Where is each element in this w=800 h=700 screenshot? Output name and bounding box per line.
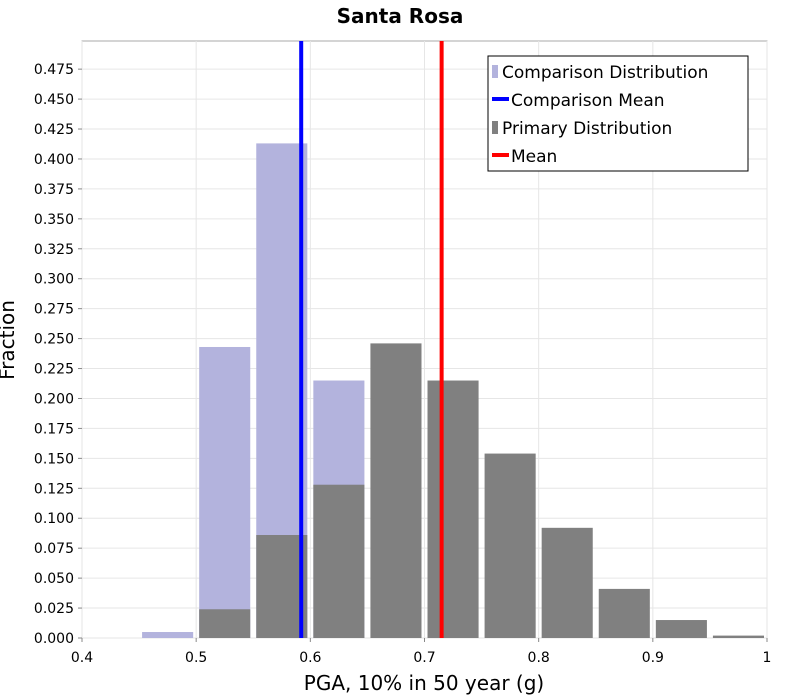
x-tick-label: 0.5 (185, 650, 207, 666)
x-tick-label: 0.9 (642, 650, 664, 666)
primary-bar (256, 535, 308, 638)
legend-swatch-primary-distribution (492, 121, 498, 134)
legend-label-comparison-distribution: Comparison Distribution (502, 63, 708, 83)
y-axis-ticks: 0.000 0.025 0.050 0.075 0.100 0.125 0.150 0.175… (34, 62, 82, 647)
primary-bar (313, 484, 365, 638)
x-tick-label: 0.6 (299, 650, 321, 666)
legend-swatch-comparison-mean (492, 97, 509, 101)
y-tick-label: 0.100 (34, 511, 74, 527)
legend-swatch-mean (492, 153, 509, 157)
legend-box (487, 55, 749, 172)
y-tick-label: 0.150 (34, 451, 74, 467)
y-tick-label: 0.300 (34, 272, 74, 288)
y-axis-label: Fraction (0, 300, 19, 380)
x-axis-ticks: 0.4 0.5 0.6 0.7 0.8 0.9 1 (71, 638, 772, 666)
y-tick-label: 0.375 (34, 182, 74, 198)
y-tick-label: 0.025 (34, 601, 74, 617)
y-tick-label: 0.400 (34, 152, 74, 168)
y-tick-label: 0.050 (34, 571, 74, 587)
y-tick-label: 0.325 (34, 242, 74, 258)
chart-title: Santa Rosa (337, 4, 464, 28)
primary-bars (199, 343, 764, 638)
x-tick-label: 0.7 (413, 650, 435, 666)
legend-swatch-comparison-distribution (492, 65, 498, 78)
primary-bar (484, 453, 536, 638)
y-tick-label: 0.200 (34, 391, 74, 407)
y-tick-label: 0.475 (34, 62, 74, 78)
mean-lines (299, 41, 444, 638)
legend-label-mean: Mean (511, 147, 557, 167)
primary-bar (541, 527, 593, 638)
y-tick-label: 0.000 (34, 631, 74, 647)
x-axis-label: PGA, 10% in 50 year (g) (304, 671, 544, 695)
comparison-bar (199, 346, 251, 638)
y-tick-label: 0.075 (34, 541, 74, 557)
primary-bar (598, 588, 650, 638)
primary-bar (655, 620, 707, 638)
primary-bar (370, 343, 422, 638)
primary-bar (199, 609, 251, 638)
x-tick-label: 1 (763, 650, 772, 666)
legend-label-primary-distribution: Primary Distribution (502, 119, 672, 139)
legend: Comparison Distribution Comparison Mean … (487, 55, 749, 172)
y-tick-label: 0.175 (34, 421, 74, 437)
primary-bar (427, 380, 479, 638)
y-tick-label: 0.225 (34, 362, 74, 378)
y-tick-label: 0.425 (34, 122, 74, 138)
y-tick-label: 0.250 (34, 332, 74, 348)
y-tick-label: 0.125 (34, 481, 74, 497)
legend-label-comparison-mean: Comparison Mean (511, 91, 665, 111)
y-tick-label: 0.450 (34, 92, 74, 108)
y-tick-label: 0.350 (34, 212, 74, 228)
y-tick-label: 0.275 (34, 302, 74, 318)
comparison-bar (142, 632, 194, 638)
primary-bar (712, 635, 764, 638)
x-tick-label: 0.8 (528, 650, 550, 666)
x-tick-label: 0.4 (71, 650, 93, 666)
